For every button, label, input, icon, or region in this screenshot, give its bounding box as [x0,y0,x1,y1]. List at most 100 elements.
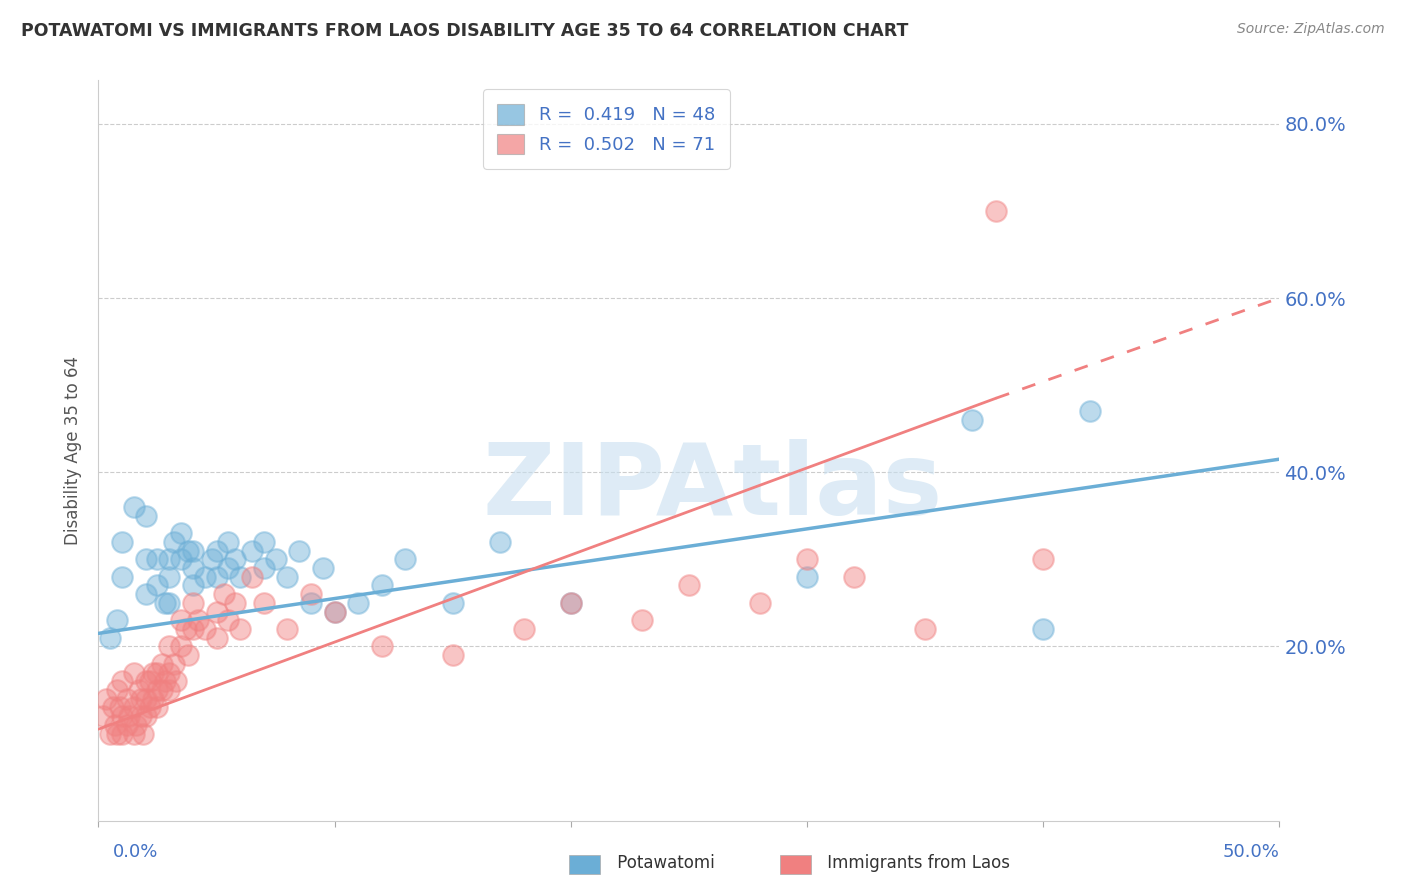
Point [371,578,394,592]
Point [205,543,228,558]
Point [512,622,534,636]
Point [205,631,228,645]
Point [150,657,173,671]
Point [91,709,114,723]
Point [181,578,204,592]
Text: POTAWATOMI VS IMMIGRANTS FROM LAOS DISABILITY AGE 35 TO 64 CORRELATION CHART: POTAWATOMI VS IMMIGRANTS FROM LAOS DISAB… [21,22,908,40]
Point [264,552,287,566]
Point [914,622,936,636]
Point [276,570,298,584]
Point [217,561,239,575]
Point [153,674,176,689]
Point [177,543,200,558]
Point [135,552,157,566]
Point [229,622,252,636]
Point [111,570,134,584]
Point [157,640,180,654]
Point [132,726,155,740]
Point [347,596,370,610]
Point [146,700,169,714]
Point [129,709,152,723]
Point [276,622,298,636]
Point [150,683,173,698]
Point [194,570,217,584]
Point [105,683,128,698]
Point [111,674,134,689]
Point [115,691,138,706]
Point [142,691,165,706]
Point [111,535,134,549]
Point [146,665,169,680]
Point [229,570,252,584]
Point [135,709,157,723]
Point [104,718,127,732]
Point [212,587,235,601]
Point [157,665,180,680]
Point [170,526,193,541]
Point [139,674,162,689]
Text: 50.0%: 50.0% [1223,843,1279,861]
Point [441,648,464,662]
Point [489,535,512,549]
Point [371,640,394,654]
Point [115,718,138,732]
Point [323,605,346,619]
Point [224,552,246,566]
Point [122,500,145,514]
Point [748,596,770,610]
Point [630,613,652,627]
Point [146,552,169,566]
Point [105,613,128,627]
Point [163,657,186,671]
Point [181,561,204,575]
Point [288,543,311,558]
Point [323,605,346,619]
Point [187,613,209,627]
Point [122,700,145,714]
Point [135,674,157,689]
Legend: R =  0.419   N = 48, R =  0.502   N = 71: R = 0.419 N = 48, R = 0.502 N = 71 [482,89,730,169]
Point [181,622,204,636]
Point [135,691,157,706]
Point [796,570,818,584]
Point [157,596,180,610]
Point [224,596,246,610]
Point [962,413,984,427]
Point [984,203,1007,218]
Point [94,691,117,706]
Point [796,552,818,566]
Point [157,552,180,566]
Point [157,683,180,698]
Point [394,552,416,566]
Point [678,578,700,592]
Point [181,543,204,558]
Point [129,691,152,706]
Point [111,709,134,723]
Point [170,552,193,566]
Point [217,535,239,549]
Point [299,587,322,601]
Point [170,640,193,654]
Text: Source: ZipAtlas.com: Source: ZipAtlas.com [1237,22,1385,37]
Point [101,700,124,714]
Point [111,726,134,740]
Point [312,561,335,575]
Point [142,665,165,680]
Point [98,726,121,740]
Point [118,709,141,723]
Point [153,596,176,610]
Point [108,700,131,714]
Point [205,570,228,584]
Point [560,596,582,610]
Point [177,648,200,662]
Text: 0.0%: 0.0% [112,843,157,861]
Point [181,596,204,610]
Point [174,622,197,636]
Point [253,561,276,575]
Point [253,535,276,549]
Point [122,726,145,740]
Point [560,596,582,610]
Point [105,726,128,740]
Point [135,587,157,601]
Text: Immigrants from Laos: Immigrants from Laos [801,855,1011,872]
